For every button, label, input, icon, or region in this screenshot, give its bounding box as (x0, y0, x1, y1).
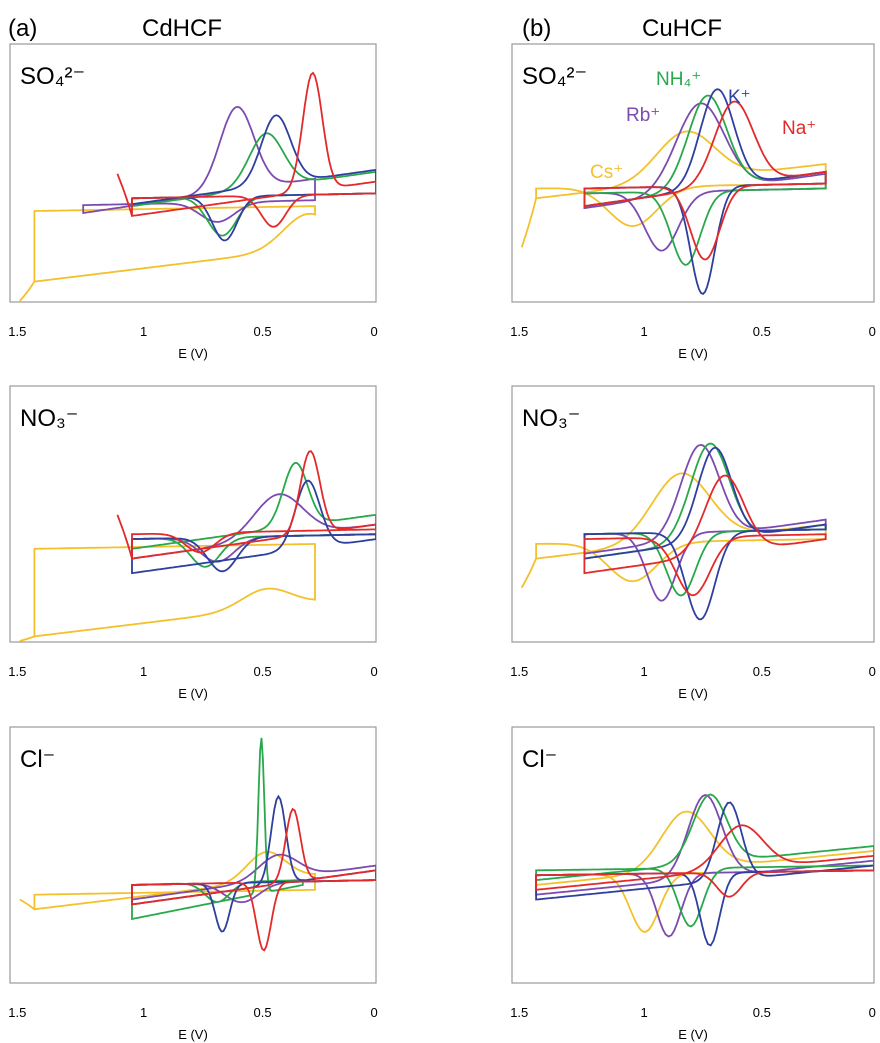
cv-curve-tail-cs (520, 198, 537, 248)
cv-curve-na (583, 100, 827, 261)
electrolyte-label: Cl⁻ (20, 746, 55, 773)
electrolyte-label: NO₃⁻ (522, 405, 580, 432)
x-tick-label: 0.5 (753, 324, 771, 339)
cv-curve-nh4 (583, 442, 827, 597)
cv-curve-rb (82, 105, 316, 223)
x-tick-label: 1 (140, 664, 147, 679)
cv-curve-rb (535, 794, 874, 938)
cv-curve-k (583, 446, 827, 621)
cv-curve-nh4 (131, 132, 376, 237)
cv-curve-rb (131, 853, 376, 904)
electrolyte-label: NO₃⁻ (20, 405, 78, 432)
cv-curve-tail-cs (19, 635, 35, 642)
x-axis-title: E (V) (178, 1027, 208, 1042)
x-tick-label: 0.5 (254, 664, 272, 679)
cv-panel: SO₄²⁻ 1.5 1 0.5 0 E (V) (8, 43, 378, 361)
cv-panel: SO₄²⁻ 1.5 1 0.5 0 E (V) (510, 43, 876, 361)
cv-curve-na (583, 474, 827, 597)
panel-b-title: CuHCF (642, 15, 722, 42)
cv-curve-k (131, 479, 376, 575)
electrolyte-label: SO₄²⁻ (20, 63, 85, 90)
cv-curve-na (131, 450, 376, 560)
cv-curve-cs (535, 810, 874, 933)
cv-curve-na (131, 71, 376, 228)
plot-frame (511, 385, 875, 643)
x-tick-label: 1 (641, 324, 648, 339)
panel-a-letter: (a) (8, 15, 37, 42)
x-tick-label: 1 (641, 664, 648, 679)
cv-panel: Cl⁻ 1.5 1 0.5 0 E (V) (510, 726, 876, 1042)
x-tick-label: 1 (140, 324, 147, 339)
legend-label-k: K⁺ (728, 87, 751, 108)
cv-curve-cs (33, 850, 316, 911)
x-axis-title: E (V) (678, 346, 708, 361)
x-axis-title: E (V) (678, 1027, 708, 1042)
x-tick-label: 0.5 (254, 1005, 272, 1020)
legend-label-rb: Rb⁺ (626, 105, 660, 126)
cv-curve-nh4 (583, 94, 827, 266)
x-tick-label: 1.5 (510, 324, 528, 339)
x-tick-label: 1.5 (8, 664, 26, 679)
x-tick-label: 0 (869, 1005, 876, 1020)
cv-panel: NO₃⁻ 1.5 1 0.5 0 E (V) (8, 385, 378, 701)
cv-curve-tail-cs (520, 558, 537, 589)
legend-group: Cs⁺ Rb⁺ NH₄⁺ K⁺ Na⁺ (590, 69, 816, 183)
legend-label-na: Na⁺ (782, 118, 816, 139)
x-tick-label: 1 (641, 1005, 648, 1020)
cv-curve-cs (535, 472, 827, 583)
plot-frame (511, 43, 875, 303)
cv-curve-tail-cs (19, 281, 36, 302)
cv-panel: Cl⁻ 1.5 1 0.5 0 E (V) (8, 726, 378, 1042)
cv-curve-na (131, 807, 376, 952)
cv-curve-na (535, 824, 874, 898)
cv-curve-tail-cs (19, 898, 35, 910)
legend-label-cs: Cs⁺ (590, 162, 623, 183)
x-tick-label: 0.5 (753, 1005, 771, 1020)
x-axis-title: E (V) (678, 686, 708, 701)
x-tick-label: 0 (869, 324, 876, 339)
electrolyte-label: SO₄²⁻ (522, 63, 587, 90)
cv-curve-nh4 (535, 793, 874, 928)
x-tick-label: 1.5 (510, 664, 528, 679)
cv-curve-k (131, 114, 376, 242)
panel-a-title: CdHCF (142, 15, 222, 42)
plot-frame (511, 726, 875, 984)
x-axis-title: E (V) (178, 686, 208, 701)
x-tick-label: 0.5 (254, 324, 272, 339)
x-axis-title: E (V) (178, 346, 208, 361)
x-tick-label: 1.5 (8, 1005, 26, 1020)
x-tick-label: 1 (140, 1005, 147, 1020)
cv-curve-cs (33, 543, 316, 638)
plot-frame (9, 726, 377, 984)
x-tick-label: 0 (371, 1005, 378, 1020)
cv-curve-cs (33, 205, 316, 283)
x-tick-label: 0 (869, 664, 876, 679)
x-tick-label: 1.5 (510, 1005, 528, 1020)
electrolyte-label: Cl⁻ (522, 746, 557, 773)
legend-label-nh4: NH₄⁺ (656, 69, 701, 90)
panel-b-letter: (b) (522, 15, 551, 42)
cv-panel: NO₃⁻ 1.5 1 0.5 0 E (V) (510, 385, 876, 701)
cv-curve-tail-na (116, 514, 133, 559)
cv-curve-tail-na (116, 173, 133, 217)
plots-group: SO₄²⁻ 1.5 1 0.5 0 E (V) NO₃⁻ 1.5 1 0.5 0 E (V) Cl⁻ 1.… (8, 43, 876, 1042)
x-tick-label: 0 (371, 664, 378, 679)
x-tick-label: 1.5 (8, 324, 26, 339)
x-tick-label: 0 (371, 324, 378, 339)
x-tick-label: 0.5 (753, 664, 771, 679)
